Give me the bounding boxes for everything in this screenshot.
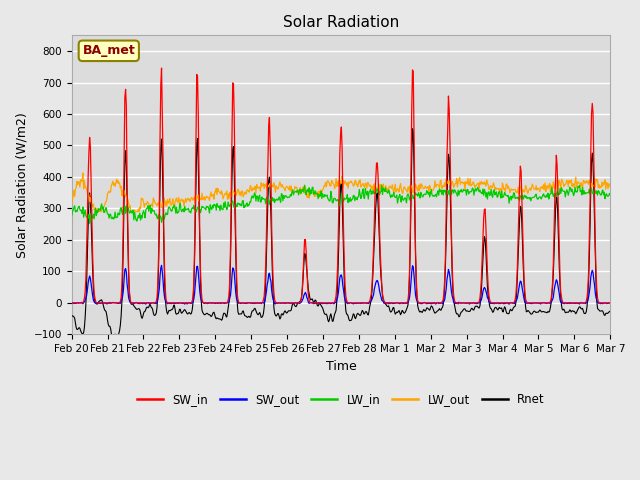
Title: Solar Radiation: Solar Radiation — [283, 15, 399, 30]
Text: BA_met: BA_met — [83, 44, 135, 57]
X-axis label: Time: Time — [326, 360, 356, 372]
Y-axis label: Solar Radiation (W/m2): Solar Radiation (W/m2) — [15, 112, 28, 258]
Legend: SW_in, SW_out, LW_in, LW_out, Rnet: SW_in, SW_out, LW_in, LW_out, Rnet — [132, 388, 550, 410]
